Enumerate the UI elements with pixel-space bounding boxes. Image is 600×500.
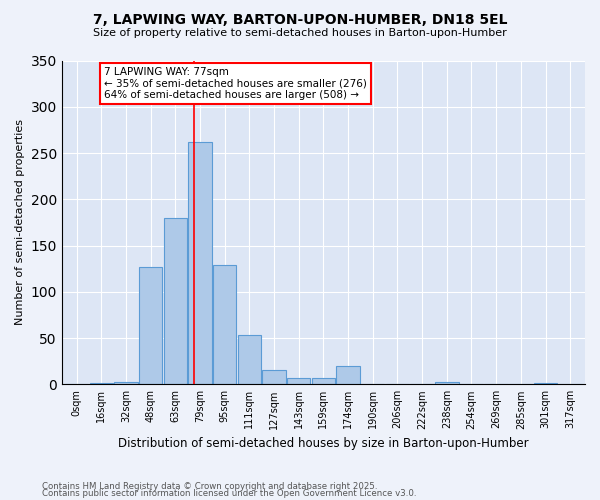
Text: Size of property relative to semi-detached houses in Barton-upon-Humber: Size of property relative to semi-detach… — [93, 28, 507, 38]
Bar — [337, 366, 360, 384]
Bar — [311, 378, 335, 384]
Text: Contains public sector information licensed under the Open Government Licence v3: Contains public sector information licen… — [42, 490, 416, 498]
Text: Contains HM Land Registry data © Crown copyright and database right 2025.: Contains HM Land Registry data © Crown c… — [42, 482, 377, 491]
Bar — [213, 265, 236, 384]
Bar — [262, 370, 286, 384]
X-axis label: Distribution of semi-detached houses by size in Barton-upon-Humber: Distribution of semi-detached houses by … — [118, 437, 529, 450]
Bar — [435, 382, 458, 384]
Text: 7, LAPWING WAY, BARTON-UPON-HUMBER, DN18 5EL: 7, LAPWING WAY, BARTON-UPON-HUMBER, DN18… — [93, 12, 507, 26]
Bar — [164, 218, 187, 384]
Bar — [139, 267, 163, 384]
Bar — [287, 378, 310, 384]
Bar — [114, 382, 137, 384]
Bar — [238, 336, 261, 384]
Bar — [188, 142, 212, 384]
Text: 7 LAPWING WAY: 77sqm
← 35% of semi-detached houses are smaller (276)
64% of semi: 7 LAPWING WAY: 77sqm ← 35% of semi-detac… — [104, 67, 367, 100]
Y-axis label: Number of semi-detached properties: Number of semi-detached properties — [15, 120, 25, 326]
